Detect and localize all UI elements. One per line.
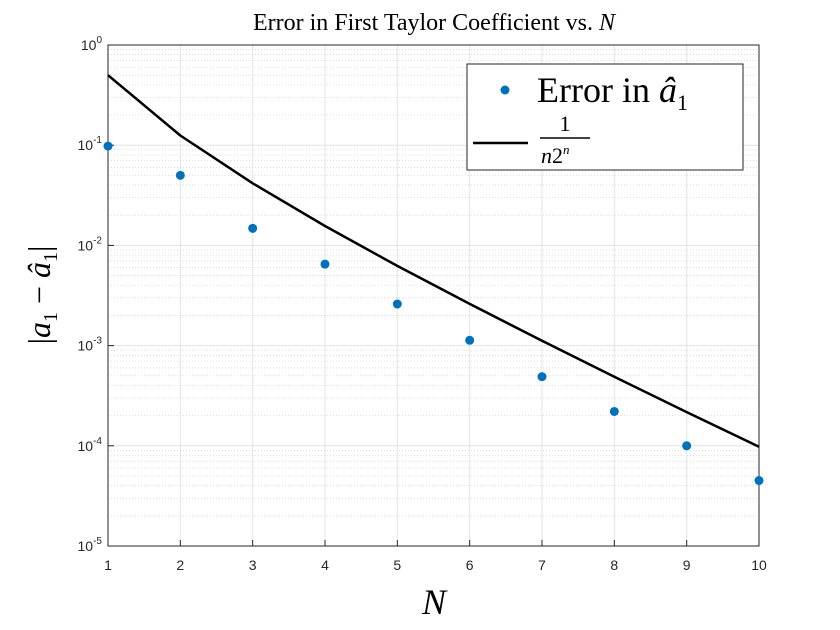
plot-area xyxy=(107,44,760,547)
x-tick-label: 10 xyxy=(751,557,767,573)
scatter-point xyxy=(609,406,619,416)
legend: Error in â1 1 n2n xyxy=(466,63,744,171)
x-axis-label: N xyxy=(421,582,448,622)
x-tick-label: 1 xyxy=(104,557,112,573)
scatter-point xyxy=(175,170,185,180)
svg-text:|a1 − â1|: |a1 − â1| xyxy=(21,246,62,345)
scatter-point xyxy=(320,259,330,269)
svg-text:n2n: n2n xyxy=(541,142,570,168)
scatter-point xyxy=(682,441,692,451)
plot-marks xyxy=(103,74,764,486)
y-axis-label: |a1 − â1| xyxy=(21,246,62,345)
legend-box xyxy=(466,63,744,171)
y-tick-label: 10-3 xyxy=(78,336,103,354)
y-tick-label: 10-5 xyxy=(78,536,103,554)
reference-line xyxy=(107,74,760,448)
legend-marker-scatter xyxy=(500,85,510,95)
x-tick-label: 6 xyxy=(466,557,474,573)
scatter-point xyxy=(248,223,258,233)
svg-text:1: 1 xyxy=(560,111,571,136)
scatter-point xyxy=(465,335,475,345)
x-tick-label: 3 xyxy=(249,557,257,573)
legend-label-line: 1 n2n xyxy=(540,111,590,168)
scatter-point xyxy=(392,299,402,309)
x-tick-label: 2 xyxy=(176,557,184,573)
x-axis: 1 2 3 4 5 6 7 8 9 10 xyxy=(104,540,767,573)
x-tick-label: 4 xyxy=(321,557,329,573)
scatter-point xyxy=(103,141,113,151)
chart-title: Error in First Taylor Coefficient vs. N xyxy=(253,10,617,36)
legend-label-scatter: Error in â1 xyxy=(537,70,688,115)
scatter-point xyxy=(754,476,764,486)
x-tick-label: 9 xyxy=(683,557,691,573)
x-tick-label: 7 xyxy=(538,557,546,573)
x-tick-label: 5 xyxy=(393,557,401,573)
y-tick-label: 10-4 xyxy=(78,436,103,454)
x-tick-label: 8 xyxy=(610,557,618,573)
y-tick-label: 10-2 xyxy=(78,235,103,253)
y-axis: 10-5 10-4 10-3 10-2 10-1 100 xyxy=(78,35,114,554)
y-tick-label: 100 xyxy=(81,35,103,53)
y-tick-label: 10-1 xyxy=(78,135,103,153)
scatter-point xyxy=(537,372,547,382)
